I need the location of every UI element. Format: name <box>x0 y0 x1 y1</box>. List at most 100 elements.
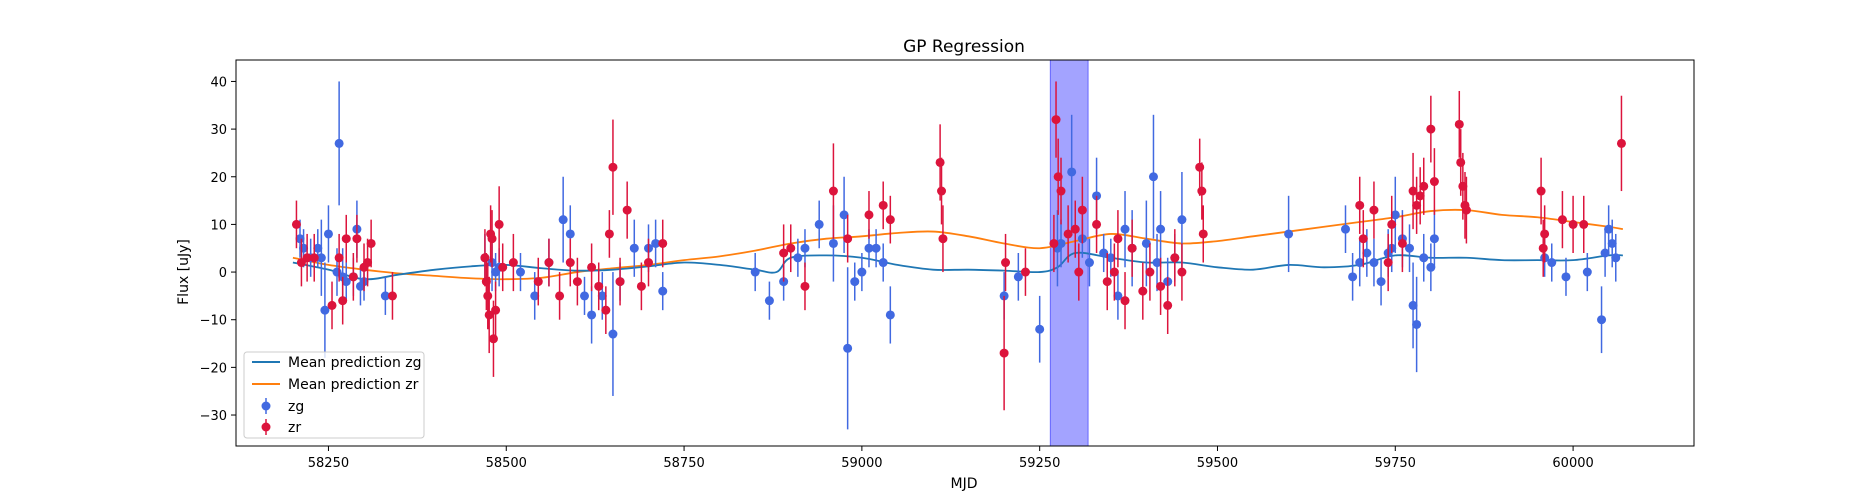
data-point-zr <box>291 219 301 229</box>
data-point-zg <box>764 296 774 306</box>
data-point-zg <box>320 305 330 315</box>
data-point-zr <box>1397 238 1407 248</box>
data-point-zg <box>1582 267 1592 277</box>
data-point-zr <box>1538 243 1548 253</box>
data-point-zg <box>1604 224 1614 234</box>
data-point-zr <box>1120 296 1130 306</box>
data-point-zg <box>313 243 323 253</box>
data-point-zr <box>508 258 518 268</box>
data-point-zg <box>597 291 607 301</box>
data-point-zg <box>1362 248 1372 258</box>
data-point-zr <box>1102 277 1112 287</box>
legend-swatch-zg <box>261 401 271 411</box>
data-point-zr <box>487 234 497 244</box>
data-point-zr <box>1138 286 1148 296</box>
data-point-zg <box>750 267 760 277</box>
data-point-zr <box>498 262 508 272</box>
data-point-zg <box>1369 258 1379 268</box>
x-tick-label: 58500 <box>486 456 527 471</box>
x-tick-label: 58250 <box>308 456 349 471</box>
data-point-zg <box>1547 258 1557 268</box>
data-point-zg <box>608 329 618 339</box>
data-point-zr <box>1412 200 1422 210</box>
data-point-zg <box>1106 253 1116 263</box>
data-point-zr <box>937 186 947 196</box>
data-point-zg <box>587 310 597 320</box>
y-tick-label: −20 <box>200 361 227 376</box>
data-point-zg <box>1348 272 1358 282</box>
y-tick-label: 40 <box>210 75 227 90</box>
data-point-zr <box>387 291 397 301</box>
data-point-zr <box>1540 229 1550 239</box>
data-point-zr <box>483 291 493 301</box>
data-point-zg <box>530 291 540 301</box>
data-point-zg <box>579 291 589 301</box>
data-point-zr <box>622 205 632 215</box>
plot-area: 58250 58500 58750 59000 59250 59500 59750 60000… <box>200 59 1695 471</box>
data-point-zr <box>885 215 895 225</box>
data-point-zg <box>1152 258 1162 268</box>
data-point-zr <box>488 334 498 344</box>
data-point-zg <box>1099 248 1109 258</box>
data-point-zr <box>1419 181 1429 191</box>
data-point-zr <box>555 291 565 301</box>
data-point-zr <box>1001 258 1011 268</box>
data-point-zr <box>338 296 348 306</box>
data-point-zg <box>515 267 525 277</box>
y-tick-label: −10 <box>200 314 227 329</box>
data-point-zg <box>1355 258 1365 268</box>
data-point-zr <box>594 281 604 291</box>
data-point-zr <box>1109 267 1119 277</box>
data-point-zr <box>341 234 351 244</box>
data-point-zr <box>1163 300 1173 310</box>
x-tick-label: 59000 <box>841 456 882 471</box>
data-point-zr <box>1408 186 1418 196</box>
x-axis-label: MJD <box>951 476 978 492</box>
data-point-zr <box>1074 267 1084 277</box>
data-point-zr <box>1020 267 1030 277</box>
data-point-zr <box>544 258 554 268</box>
data-point-zr <box>363 258 373 268</box>
data-point-zr <box>1369 205 1379 215</box>
data-point-zg <box>558 215 568 225</box>
data-point-zr <box>1195 162 1205 172</box>
data-point-zr <box>587 262 597 272</box>
data-point-zg <box>629 243 639 253</box>
data-point-zg <box>1013 272 1023 282</box>
data-point-zg <box>1084 258 1094 268</box>
data-point-zg <box>878 258 888 268</box>
chart-title: GP Regression <box>903 37 1025 57</box>
data-point-zr <box>1077 205 1087 215</box>
data-point-zr <box>1049 238 1059 248</box>
data-point-zg <box>871 243 881 253</box>
data-point-zr <box>348 272 358 282</box>
data-point-zr <box>1051 115 1061 125</box>
data-point-zg <box>1284 229 1294 239</box>
data-point-zr <box>1616 138 1626 148</box>
data-point-zg <box>658 286 668 296</box>
data-point-zg <box>1376 277 1386 287</box>
x-tick-label: 59750 <box>1375 456 1416 471</box>
data-point-zg <box>850 277 860 287</box>
data-point-zg <box>857 267 867 277</box>
data-point-zr <box>1127 243 1137 253</box>
data-point-zg <box>1177 215 1187 225</box>
data-point-zg <box>1429 234 1439 244</box>
data-point-zr <box>1387 219 1397 229</box>
data-point-zr <box>494 219 504 229</box>
data-point-zg <box>334 138 344 148</box>
y-tick-label: 20 <box>210 171 227 186</box>
mean-prediction-zg-line <box>292 251 1623 281</box>
data-point-zr <box>302 253 312 263</box>
data-point-zr <box>1429 177 1439 187</box>
data-point-zg <box>1156 224 1166 234</box>
legend-frame <box>243 351 425 439</box>
data-point-zr <box>1056 186 1066 196</box>
data-point-zg <box>1341 224 1351 234</box>
data-point-zr <box>1461 205 1471 215</box>
data-point-zr <box>1568 219 1578 229</box>
data-point-zr <box>1456 157 1466 167</box>
data-point-zr <box>352 234 362 244</box>
x-tick-label: 58750 <box>663 456 704 471</box>
